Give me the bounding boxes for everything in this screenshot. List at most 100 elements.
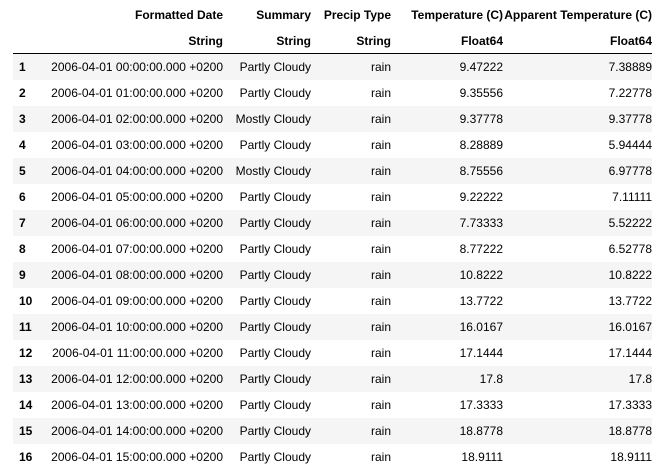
cell-formatted-date: 2006-04-01 02:00:00.000 +0200 <box>39 106 223 132</box>
table-row: 6 2006-04-01 05:00:00.000 +0200 Partly Clo… <box>13 184 652 210</box>
row-index: 16 <box>19 450 33 464</box>
row-index: 15 <box>13 418 39 444</box>
cell-precip-type: rain <box>370 242 391 256</box>
row-index: 4 <box>19 138 26 152</box>
cell-formatted-date: 2006-04-01 06:00:00.000 +0200 <box>39 210 223 236</box>
cell-apparent-temperature: 16.0167 <box>503 314 652 340</box>
row-index: 12 <box>19 346 33 360</box>
cell-summary: Partly Cloudy <box>239 450 311 464</box>
row-index: 9 <box>13 262 39 288</box>
cell-apparent-temperature: 7.38889 <box>503 53 652 80</box>
cell-apparent-temperature: 6.97778 <box>503 158 652 184</box>
cell-precip-type: rain <box>370 190 391 204</box>
cell-temperature: 16.0167 <box>391 314 503 340</box>
cell-temperature: 8.75556 <box>391 158 503 184</box>
cell-precip-type: rain <box>370 450 391 464</box>
row-index: 14 <box>19 398 33 412</box>
cell-apparent-temperature: 7.22778 <box>608 86 652 100</box>
cell-formatted-date: 2006-04-01 10:00:00.000 +0200 <box>39 314 223 340</box>
cell-formatted-date: 2006-04-01 14:00:00.000 +0200 <box>39 418 223 444</box>
cell-summary: Partly Cloudy <box>223 366 311 392</box>
cell-summary: Partly Cloudy <box>223 262 311 288</box>
column-type-row: String String String Float64 Float64 <box>13 28 652 54</box>
cell-apparent-temperature: 5.52222 <box>503 210 652 236</box>
cell-temperature: 9.37778 <box>391 106 503 132</box>
cell-temperature: 17.3333 <box>459 398 503 412</box>
column-name-row: Formatted Date Summary Precip Type Tempe… <box>13 0 652 28</box>
index-type-header <box>13 28 39 54</box>
cell-precip-type: rain <box>311 106 391 132</box>
cell-temperature: 9.22222 <box>459 190 503 204</box>
cell-summary: Partly Cloudy <box>239 346 311 360</box>
cell-precip-type: rain <box>370 294 391 308</box>
cell-temperature: 13.7722 <box>459 294 503 308</box>
index-header <box>13 0 39 28</box>
cell-temperature: 8.28889 <box>459 138 503 152</box>
cell-temperature: 17.1444 <box>459 346 503 360</box>
cell-precip-type: rain <box>311 53 391 80</box>
table-row: 4 2006-04-01 03:00:00.000 +0200 Partly Clo… <box>13 132 652 158</box>
cell-precip-type: rain <box>311 210 391 236</box>
cell-summary: Partly Cloudy <box>239 242 311 256</box>
table-row: 10 2006-04-01 09:00:00.000 +0200 Partly Cl… <box>13 288 652 314</box>
cell-formatted-date: 2006-04-01 01:00:00.000 +0200 <box>51 86 223 100</box>
row-index: 7 <box>13 210 39 236</box>
cell-summary: Partly Cloudy <box>223 314 311 340</box>
row-index: 8 <box>19 242 26 256</box>
table-row: 15 2006-04-01 14:00:00.000 +0200 Partly Cl… <box>13 418 652 444</box>
row-index: 5 <box>13 158 39 184</box>
cell-summary: Mostly Cloudy <box>223 106 311 132</box>
row-index: 2 <box>19 86 26 100</box>
column-type: String <box>223 28 311 54</box>
cell-apparent-temperature: 17.3333 <box>608 398 652 412</box>
column-name: Apparent Temperature (C) <box>504 7 652 22</box>
table-row: 9 2006-04-01 08:00:00.000 +0200 Partly Clo… <box>13 262 652 288</box>
cell-precip-type: rain <box>311 262 391 288</box>
cell-precip-type: rain <box>370 138 391 152</box>
column-type: String <box>311 28 391 54</box>
cell-precip-type: rain <box>311 366 391 392</box>
table-row: 1 2006-04-01 00:00:00.000 +0200 Partly Clo… <box>13 53 652 80</box>
cell-summary: Partly Cloudy <box>223 53 311 80</box>
row-index: 1 <box>13 53 39 80</box>
table-body: 1 2006-04-01 00:00:00.000 +0200 Partly Clo… <box>13 53 652 467</box>
cell-temperature: 17.8 <box>391 366 503 392</box>
cell-summary: Partly Cloudy <box>223 210 311 236</box>
cell-formatted-date: 2006-04-01 04:00:00.000 +0200 <box>39 158 223 184</box>
column-type: Float64 <box>391 28 503 54</box>
cell-apparent-temperature: 6.52778 <box>608 242 652 256</box>
cell-formatted-date: 2006-04-01 05:00:00.000 +0200 <box>51 190 223 204</box>
table-row: 5 2006-04-01 04:00:00.000 +0200 Mostly Clo… <box>13 158 652 184</box>
column-name: Precip Type <box>323 7 391 22</box>
cell-temperature: 18.8778 <box>391 418 503 444</box>
cell-summary: Mostly Cloudy <box>223 158 311 184</box>
table-row: 11 2006-04-01 10:00:00.000 +0200 Partly Cl… <box>13 314 652 340</box>
cell-precip-type: rain <box>370 398 391 412</box>
table-row: 7 2006-04-01 06:00:00.000 +0200 Partly Clo… <box>13 210 652 236</box>
cell-summary: Partly Cloudy <box>239 294 311 308</box>
cell-formatted-date: 2006-04-01 13:00:00.000 +0200 <box>51 398 223 412</box>
cell-formatted-date: 2006-04-01 03:00:00.000 +0200 <box>51 138 223 152</box>
table-row: 16 2006-04-01 15:00:00.000 +0200 Partly Cl… <box>13 444 652 467</box>
cell-formatted-date: 2006-04-01 08:00:00.000 +0200 <box>39 262 223 288</box>
cell-formatted-date: 2006-04-01 00:00:00.000 +0200 <box>39 53 223 80</box>
column-name: Formatted Date <box>134 7 223 22</box>
row-index: 3 <box>13 106 39 132</box>
column-name: Summary <box>256 7 311 22</box>
cell-temperature: 8.77222 <box>459 242 503 256</box>
table-row: 8 2006-04-01 07:00:00.000 +0200 Partly Clo… <box>13 236 652 262</box>
cell-summary: Partly Cloudy <box>239 86 311 100</box>
dataframe-table: Formatted Date Summary Precip Type Tempe… <box>13 0 652 467</box>
cell-summary: Partly Cloudy <box>239 398 311 412</box>
cell-temperature: 18.9111 <box>461 450 503 464</box>
cell-formatted-date: 2006-04-01 11:00:00.000 +0200 <box>52 346 223 360</box>
table-row: 14 2006-04-01 13:00:00.000 +0200 Partly Cl… <box>13 392 652 418</box>
cell-formatted-date: 2006-04-01 15:00:00.000 +0200 <box>51 450 223 464</box>
table-row: 3 2006-04-01 02:00:00.000 +0200 Mostly Clo… <box>13 106 652 132</box>
cell-temperature: 9.47222 <box>391 53 503 80</box>
cell-temperature: 7.73333 <box>391 210 503 236</box>
row-index: 10 <box>19 294 33 308</box>
cell-precip-type: rain <box>370 86 391 100</box>
cell-summary: Partly Cloudy <box>239 138 311 152</box>
